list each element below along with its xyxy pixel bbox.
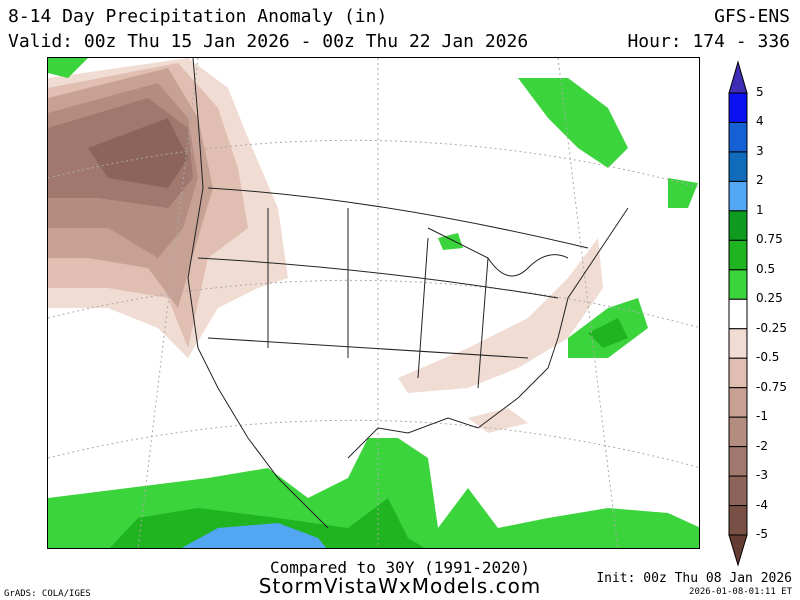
graticule bbox=[48, 58, 699, 548]
colorbar-swatches bbox=[728, 60, 748, 567]
colorbar-label: 4 bbox=[756, 114, 764, 129]
grads-credit: GrADS: COLA/IGES bbox=[4, 589, 91, 599]
colorbar-swatch bbox=[728, 269, 748, 300]
colorbar-legend: 5 4 3 2 1 0.75 0.5 0.25 -0.25 -0.5 -0.75 -1 -2 -3 -4 -5 bbox=[720, 60, 800, 570]
colorbar-label: -0.25 bbox=[756, 320, 788, 335]
colorbar-label: -3 bbox=[756, 468, 768, 483]
colorbar-label: -0.75 bbox=[756, 379, 788, 394]
colorbar-swatch bbox=[728, 239, 748, 271]
valid-period: Valid: 00z Thu 15 Jan 2026 - 00z Thu 22 … bbox=[8, 31, 529, 52]
colorbar-swatch bbox=[728, 180, 748, 212]
init-time: Init: 00z Thu 08 Jan 2026 bbox=[596, 571, 792, 586]
colorbar-label: -0.5 bbox=[756, 350, 780, 365]
dry-anomaly-areas bbox=[48, 58, 603, 433]
colorbar-label: 1 bbox=[756, 202, 764, 217]
climatology-note: Compared to 30Y (1991-2020) bbox=[269, 558, 531, 577]
map-title: 8-14 Day Precipitation Anomaly (in) bbox=[8, 6, 388, 27]
colorbar-swatch bbox=[728, 121, 748, 153]
colorbar-label: -4 bbox=[756, 497, 768, 512]
colorbar-label: 0.75 bbox=[756, 232, 783, 247]
colorbar-swatch bbox=[728, 298, 748, 330]
generated-timestamp: 2026-01-08-01:11 ET bbox=[689, 587, 792, 597]
wet-anomaly-areas bbox=[48, 58, 699, 548]
colorbar-label: 5 bbox=[756, 85, 764, 99]
model-name: GFS-ENS bbox=[714, 6, 790, 27]
colorbar-label: -2 bbox=[756, 438, 768, 453]
colorbar-swatch bbox=[728, 328, 748, 359]
colorbar-swatch bbox=[728, 357, 748, 389]
colorbar-label: -5 bbox=[756, 527, 768, 542]
colorbar-swatch bbox=[728, 505, 748, 536]
colorbar-label: 0.5 bbox=[756, 261, 776, 276]
boundaries bbox=[187, 58, 629, 529]
colorbar-swatch bbox=[728, 475, 748, 507]
colorbar-top-arrow bbox=[728, 60, 748, 94]
colorbar-label: 2 bbox=[756, 173, 764, 188]
colorbar-label: -1 bbox=[756, 409, 768, 424]
colorbar-swatch bbox=[728, 416, 748, 448]
colorbar-swatch bbox=[728, 446, 748, 477]
map-canvas bbox=[48, 58, 699, 548]
colorbar-swatch bbox=[728, 387, 748, 418]
colorbar-label: 3 bbox=[756, 143, 764, 158]
colorbar-swatch bbox=[728, 210, 748, 241]
website-watermark: StormVistaWxModels.com bbox=[258, 574, 542, 598]
precipitation-anomaly-map bbox=[47, 57, 700, 549]
colorbar-bottom-arrow bbox=[728, 534, 748, 567]
forecast-hours: Hour: 174 - 336 bbox=[627, 31, 790, 52]
colorbar-swatch bbox=[728, 92, 748, 123]
colorbar-label: 0.25 bbox=[756, 291, 783, 306]
colorbar-swatch bbox=[728, 151, 748, 182]
